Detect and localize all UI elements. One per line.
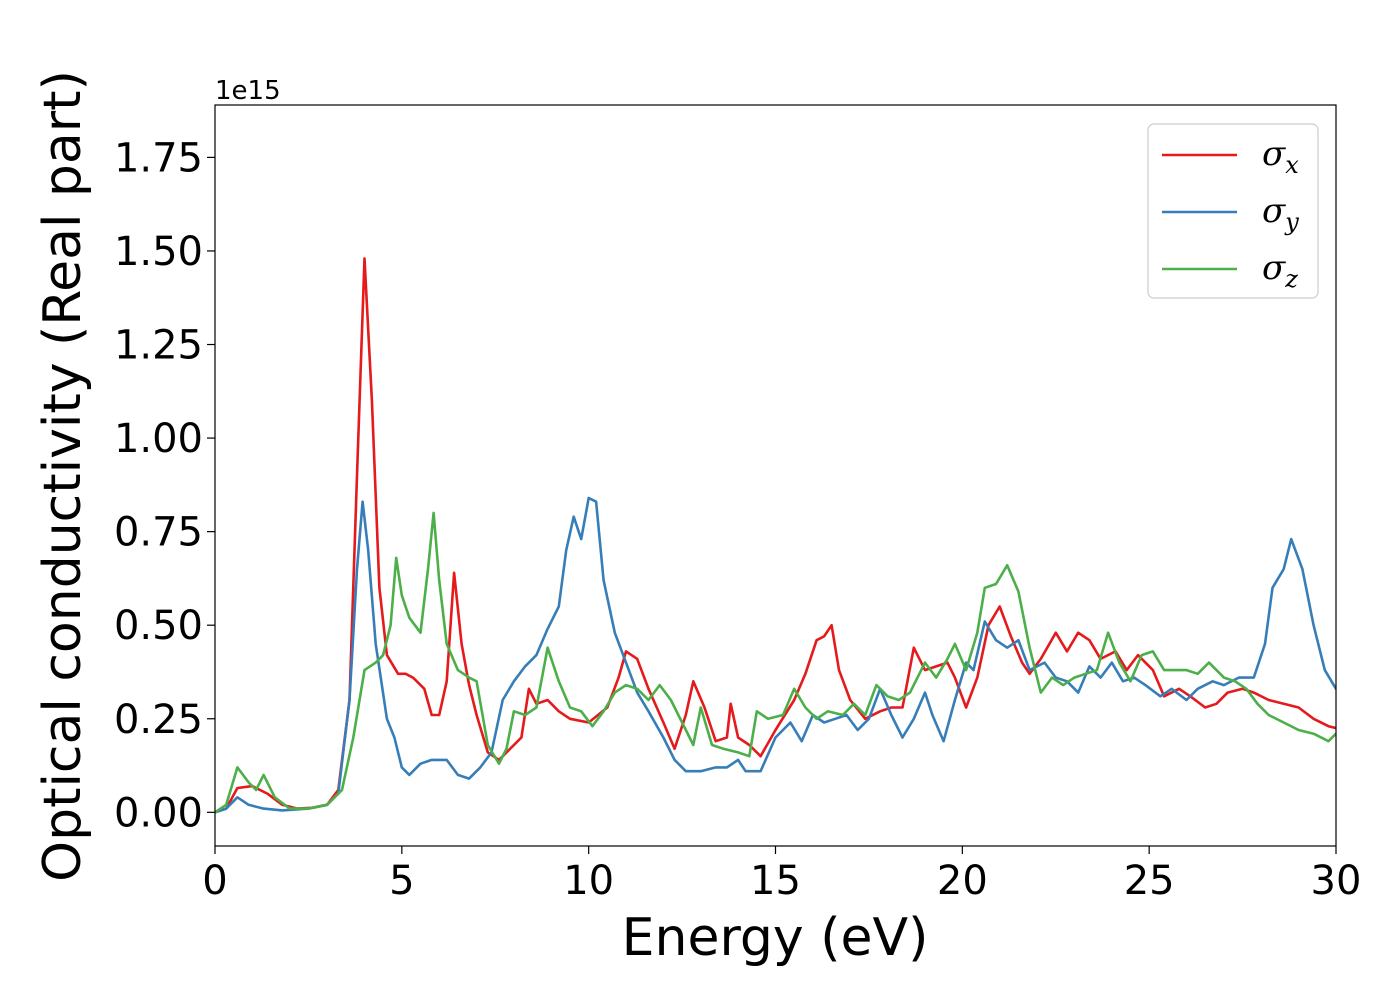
x-axis-title: Energy (eV)	[622, 908, 929, 968]
legend-label-x: σx	[1262, 134, 1299, 179]
series-line-x	[215, 257, 1336, 814]
x-tick-label: 0	[202, 858, 227, 904]
x-tick-label: 10	[563, 858, 614, 904]
x-tick-label: 30	[1311, 858, 1362, 904]
series-lines	[215, 257, 1336, 814]
legend-label-symbol: σ	[1262, 191, 1286, 231]
legend-label-y: σy	[1262, 191, 1299, 236]
y-tick-label: 0.25	[114, 697, 203, 743]
x-axis: 0 5 10 15 20 25 30	[202, 846, 1361, 904]
y-tick-label: 1.25	[114, 323, 203, 369]
legend-label-subscript: z	[1284, 265, 1298, 293]
y-tick-label: 0.00	[114, 790, 203, 836]
y-tick-label: 0.75	[114, 510, 203, 556]
x-tick-label: 20	[937, 858, 988, 904]
y-tick-label: 1.75	[114, 135, 203, 181]
legend-label-symbol: σ	[1262, 134, 1286, 174]
legend-label-subscript: y	[1284, 208, 1299, 236]
x-tick-label: 15	[750, 858, 801, 904]
legend-label-symbol: σ	[1262, 248, 1286, 288]
y-axis: 0.00 0.25 0.50 0.75 1.00 1.25 1.50 1.75	[114, 135, 215, 836]
y-tick-label: 1.50	[114, 229, 203, 275]
series-line-z	[215, 511, 1336, 814]
y-tick-label: 0.50	[114, 603, 203, 649]
x-tick-label: 5	[389, 858, 414, 904]
series-line-y	[215, 496, 1336, 814]
y-axis-title: Optical conductivity (Real part)	[33, 70, 93, 882]
x-tick-label: 25	[1124, 858, 1175, 904]
legend-label-z: σz	[1262, 248, 1298, 293]
y-offset-label: 1e15	[215, 76, 281, 106]
legend-label-subscript: x	[1285, 151, 1299, 179]
y-tick-label: 1.00	[114, 416, 203, 462]
